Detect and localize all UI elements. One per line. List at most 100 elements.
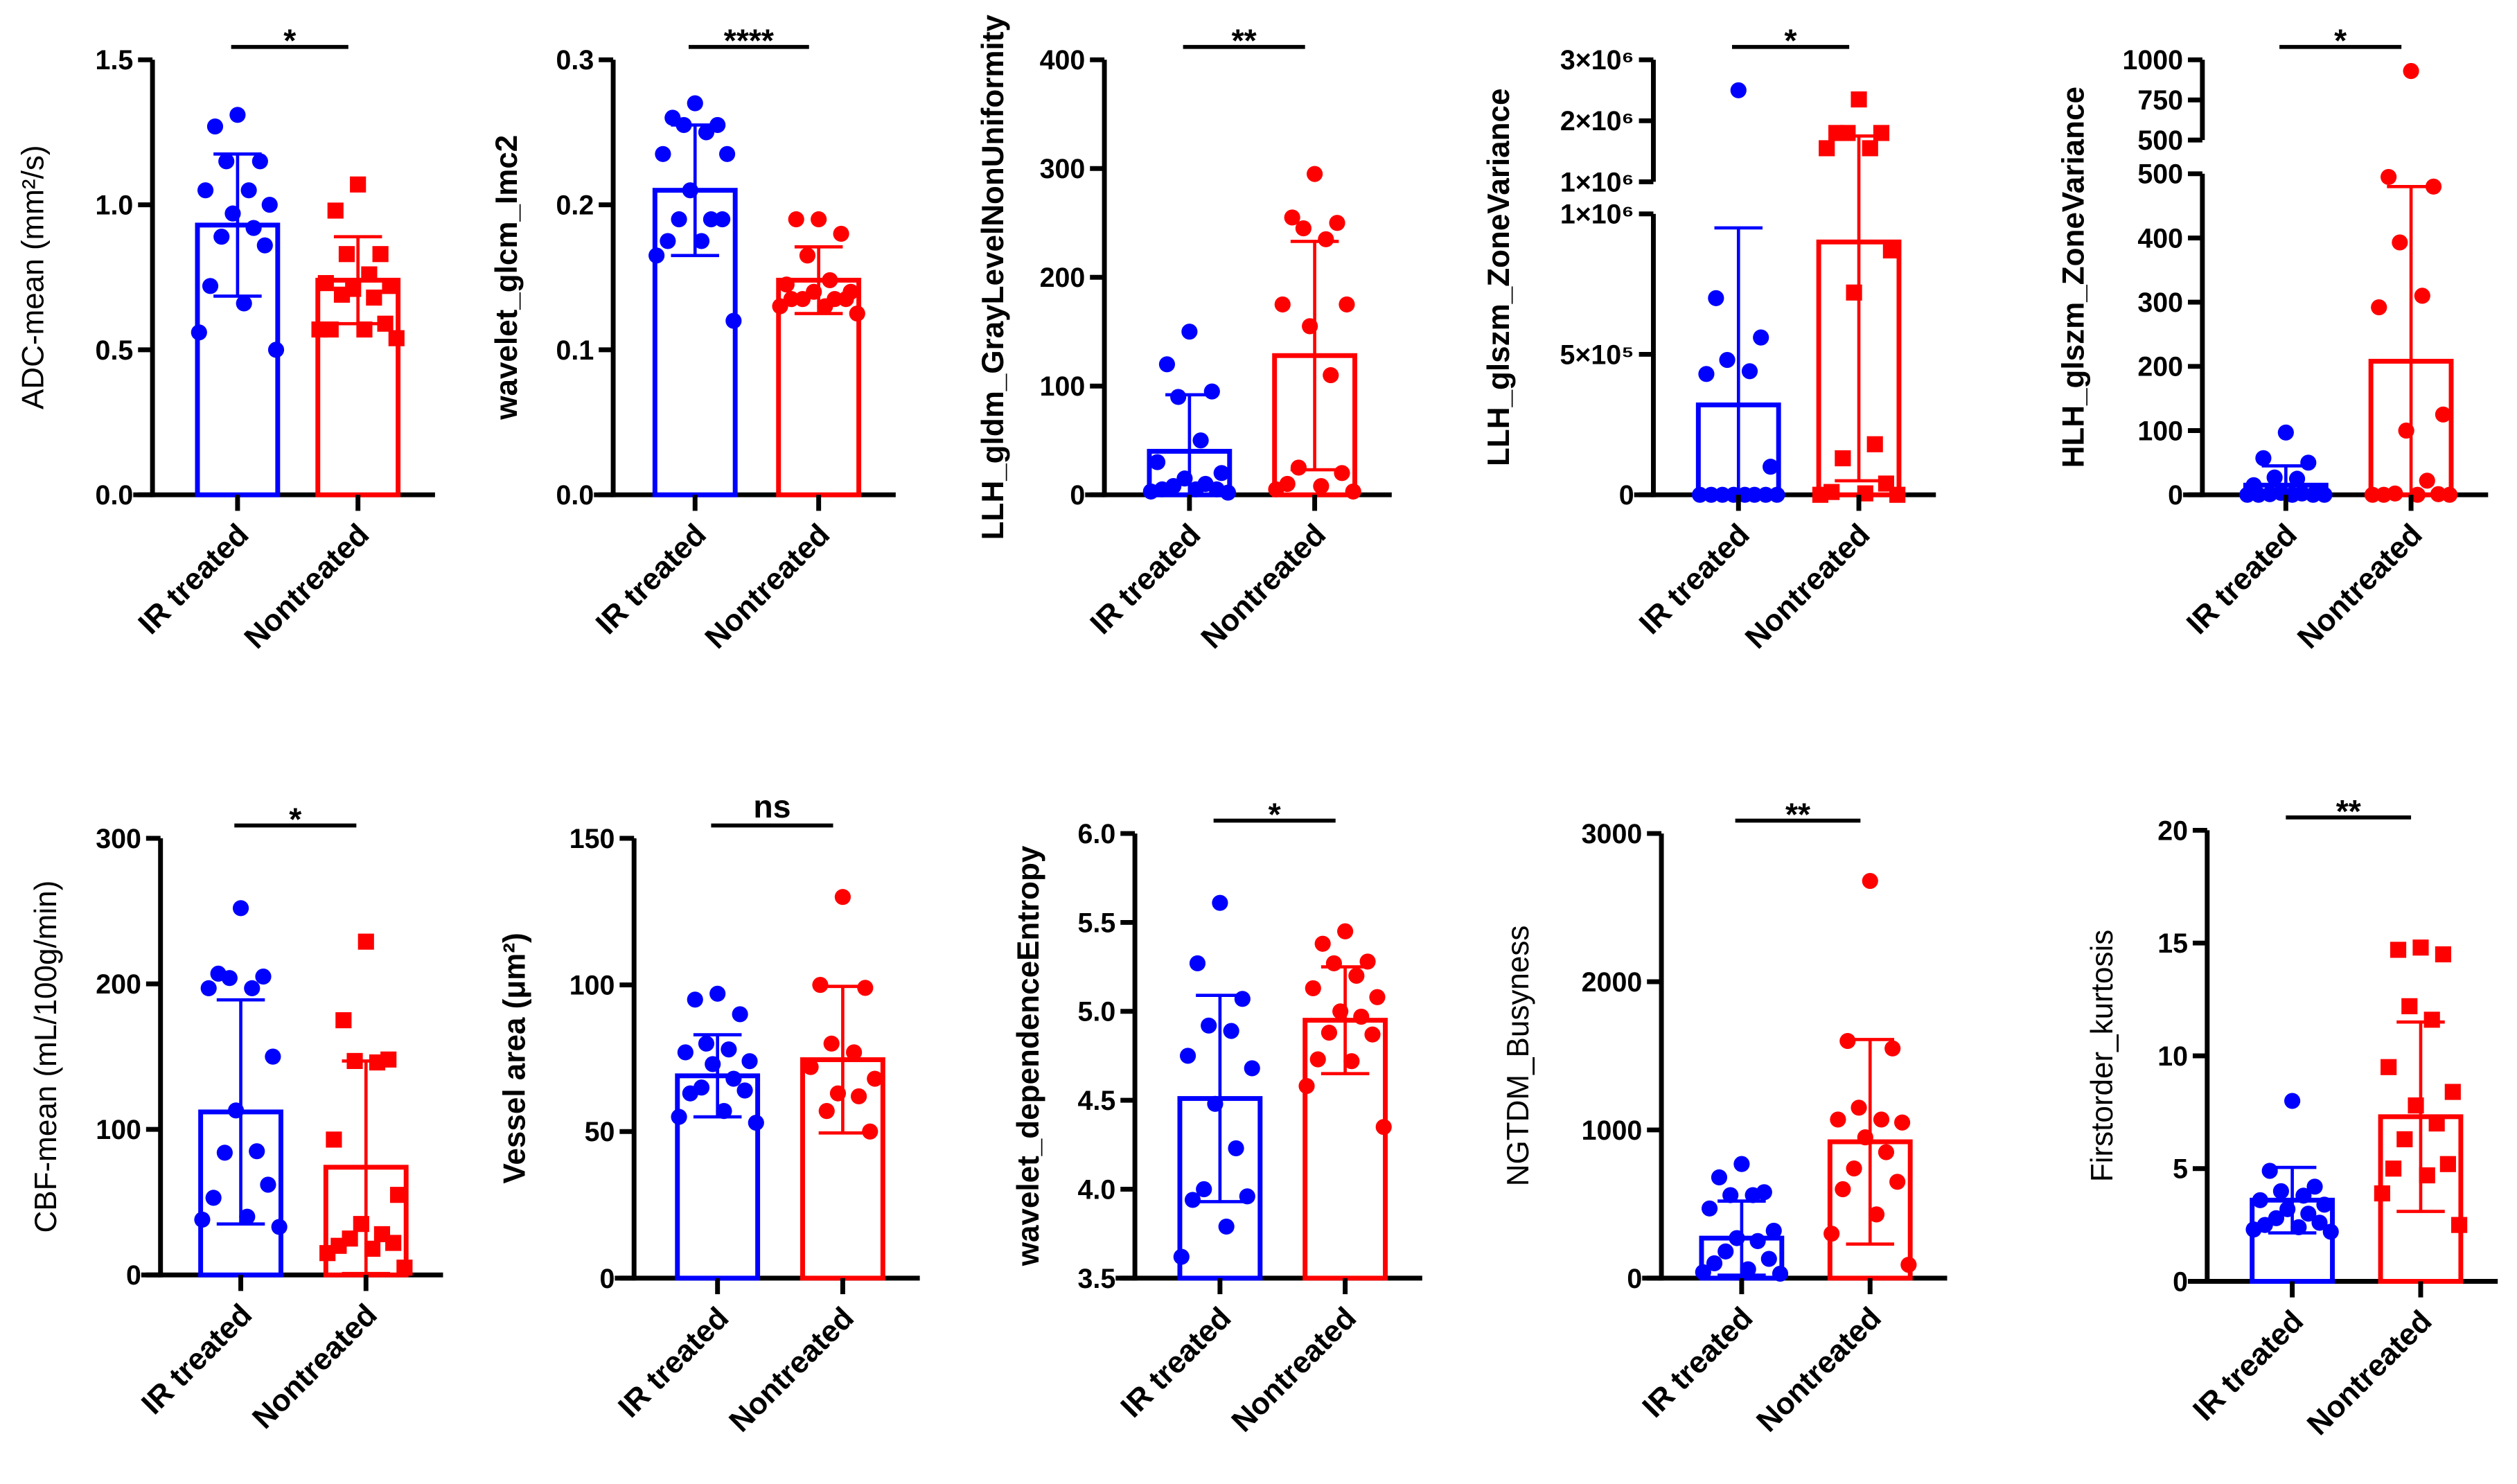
data-point: [2401, 998, 2418, 1014]
y-tick-label: 2×10⁶: [1560, 106, 1634, 136]
data-point: [1769, 486, 1785, 503]
data-point: [687, 991, 703, 1008]
y-tick-label: 0.2: [556, 190, 594, 220]
x-tick-label: IR treated: [1114, 1301, 1237, 1424]
data-point: [2371, 299, 2387, 316]
data-point: [1321, 1025, 1338, 1041]
data-point: [660, 233, 676, 249]
data-point: [709, 985, 726, 1002]
data-point: [687, 95, 703, 112]
y-axis-label: ADC-mean (mm²/s): [17, 145, 51, 409]
data-point: [364, 1240, 381, 1257]
y-tick-label: 20: [2157, 815, 2188, 846]
data-point: [736, 1082, 753, 1099]
data-point: [2439, 1156, 2456, 1172]
y-tick-label: 0: [2173, 1266, 2188, 1297]
data-point: [1894, 1114, 1911, 1131]
data-point: [240, 182, 257, 199]
y-tick-label: 0: [126, 1260, 141, 1291]
y-tick-label: 200: [2137, 352, 2183, 382]
data-point: [2266, 469, 2283, 486]
data-point: [1695, 1264, 1711, 1280]
data-point: [2385, 1160, 2402, 1177]
data-point: [1758, 486, 1774, 503]
data-point: [1866, 436, 1883, 452]
data-point: [2284, 1093, 2301, 1109]
data-point: [2392, 234, 2408, 251]
data-point: [191, 324, 207, 341]
data-point: [2272, 1183, 2289, 1199]
data-point: [2255, 450, 2272, 466]
data-point: [333, 286, 351, 303]
data-point: [1179, 1048, 1196, 1064]
data-point: [1189, 955, 1206, 972]
data-point: [261, 197, 278, 213]
y-tick-label: 300: [2137, 288, 2183, 318]
data-point: [2311, 1214, 2328, 1231]
data-point: [1149, 454, 1166, 470]
data-point: [719, 145, 736, 162]
y-tick-label: 500: [2137, 125, 2183, 156]
data-point: [1733, 1156, 1750, 1172]
data-point: [1835, 450, 1851, 467]
data-point: [1851, 1099, 1867, 1116]
data-point: [732, 1006, 748, 1023]
data-point: [2414, 288, 2430, 304]
data-point: [356, 321, 373, 338]
data-point: [265, 1048, 281, 1065]
data-point: [671, 211, 687, 228]
data-point: [1313, 478, 1330, 495]
significance-label: *: [2334, 23, 2347, 59]
data-point: [1184, 1192, 1201, 1208]
y-tick-label: 1000: [2122, 45, 2183, 76]
significance-label: ****: [724, 23, 774, 59]
y-tick-label: 100: [569, 971, 615, 1001]
data-point: [2277, 424, 2294, 441]
data-point: [361, 266, 378, 283]
y-tick-label: 0.5: [96, 335, 134, 366]
data-point: [221, 970, 238, 987]
y-tick-label: 0.0: [556, 480, 594, 511]
data-point: [260, 1176, 276, 1193]
data-point: [1839, 125, 1856, 141]
x-tick-label: IR treated: [590, 518, 713, 641]
data-point: [1862, 140, 1878, 157]
data-point: [833, 225, 849, 242]
y-tick-label: 300: [96, 824, 141, 854]
data-point: [2239, 486, 2256, 503]
data-point: [197, 182, 214, 199]
data-point: [1760, 1251, 1777, 1267]
data-point: [862, 1123, 878, 1140]
data-point: [326, 1131, 342, 1148]
data-point: [2419, 472, 2435, 489]
data-point: [1353, 1008, 1370, 1025]
data-point: [1323, 366, 1339, 384]
data-point: [2295, 1187, 2312, 1204]
data-point: [682, 1085, 698, 1102]
x-tick-label: IR treated: [2187, 1304, 2310, 1427]
data-point: [1740, 1261, 1756, 1278]
data-point: [1305, 980, 1321, 996]
x-tick-label: Nontreated: [2301, 1304, 2439, 1442]
data-point: [390, 1187, 407, 1203]
data-point: [2316, 486, 2333, 503]
data-point: [778, 276, 795, 293]
y-tick-label: 4.5: [1078, 1086, 1116, 1116]
data-point: [1196, 1181, 1212, 1198]
y-tick-label: 400: [2137, 223, 2183, 254]
significance-label: *: [283, 23, 296, 59]
data-point: [2376, 486, 2392, 503]
data-point: [2316, 1196, 2333, 1213]
data-point: [725, 312, 742, 329]
data-point: [2390, 942, 2407, 958]
x-tick-label: IR treated: [2180, 518, 2304, 641]
data-point: [1878, 1144, 1895, 1160]
x-tick-label: IR treated: [612, 1301, 735, 1424]
chart-panel-3: 0 100 200 300 400 LLH_gldm_GrayLevelNonUnifor…: [976, 15, 1392, 655]
data-point: [1719, 351, 1736, 369]
data-point: [205, 1190, 222, 1206]
data-point: [2412, 939, 2429, 956]
x-tick-label: Nontreated: [1225, 1301, 1363, 1439]
